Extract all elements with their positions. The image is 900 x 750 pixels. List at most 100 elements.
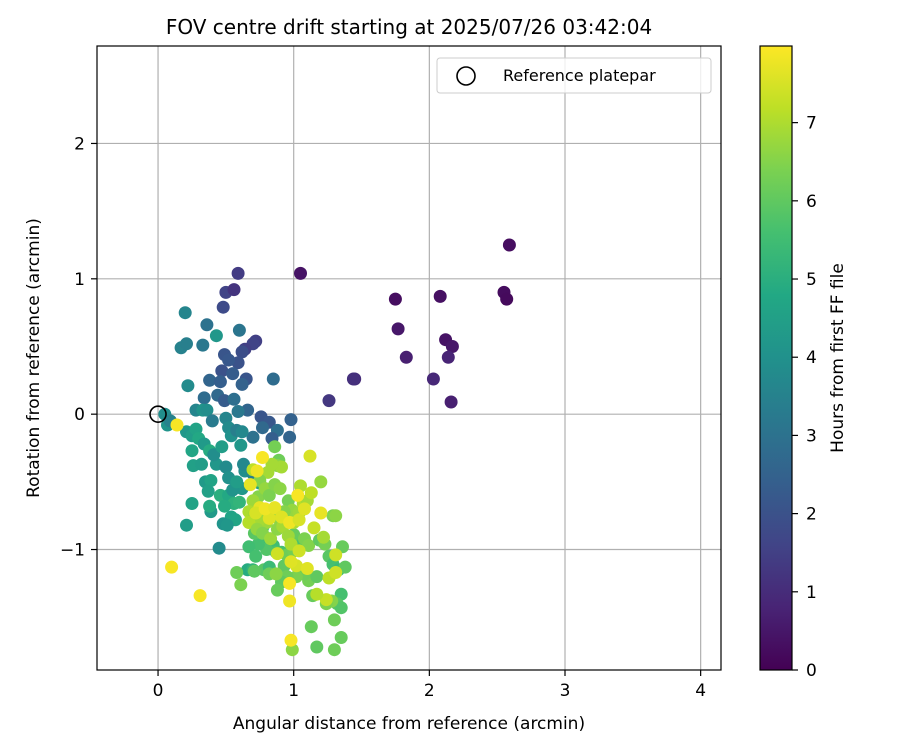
data-point [329,548,343,562]
data-point [212,541,226,555]
data-point [269,567,283,581]
plot-area: 0 1 2 3 4 −1 0 1 2 [60,45,722,701]
data-point [441,350,455,364]
legend-label-reference-platepar: Reference platepar [503,66,656,85]
data-point [319,593,333,607]
colorbar-label: Hours from first FF file [828,263,848,453]
data-point [304,486,318,500]
x-tick-label: 1 [288,681,299,701]
data-point [334,631,348,644]
data-point [203,499,217,513]
data-point [218,394,231,408]
colorbar-tick-label: 1 [806,583,817,603]
data-point [200,318,214,332]
y-axis-ticks: −1 0 1 2 [60,134,97,561]
data-point [243,478,257,492]
data-point [294,266,307,280]
data-point [329,566,343,579]
colorbar-tick-label: 3 [806,426,817,446]
data-point [327,643,341,657]
data-point [213,375,227,389]
data-point [250,464,264,478]
data-point [222,353,236,367]
data-point [235,345,249,359]
data-point [232,495,246,509]
data-point [433,289,447,303]
colorbar-tick-label: 2 [806,505,817,525]
legend-marker-reference-platepar [456,66,476,86]
data-point [292,544,306,558]
data-point [266,372,280,386]
legend-box [436,57,712,94]
colorbar-tick-label: 4 [806,348,817,368]
x-axis-ticks: 0 1 2 3 4 [153,670,706,701]
data-point [270,547,284,561]
data-point [258,502,272,516]
data-point [310,570,324,584]
data-point [232,323,246,337]
data-point [284,633,298,647]
data-point [314,475,328,489]
colorbar-gradient [760,46,792,670]
data-point [334,601,348,615]
data-point [264,532,278,546]
data-point [284,413,298,427]
data-point [178,306,192,320]
data-point [327,613,341,627]
data-point [298,502,311,516]
data-point [500,292,514,306]
data-point [265,457,279,471]
data-point [180,518,193,532]
data-point [220,518,234,532]
y-axis-label: Rotation from reference (arcmin) [24,218,44,498]
data-point [283,430,297,444]
data-point [256,451,269,464]
data-point [204,474,218,487]
data-point [181,379,195,393]
x-tick-label: 4 [695,681,706,701]
data-point [300,562,314,575]
data-point [234,438,248,452]
data-point [185,497,199,510]
data-point [165,560,179,574]
data-point [338,560,352,574]
data-point [322,394,336,408]
data-point [307,521,321,535]
data-point [216,300,230,314]
data-point [195,457,208,471]
colorbar-frame [759,45,793,671]
data-point [231,405,245,418]
data-point [196,338,210,352]
data-point [230,566,244,579]
data-point [203,373,217,387]
data-points [158,238,516,657]
y-tick-label: 1 [74,270,85,290]
data-point [262,488,276,502]
data-point [237,457,250,471]
data-point [234,578,248,592]
colorbar-tick-label: 5 [806,270,817,290]
x-tick-label: 0 [153,681,164,701]
colorbar-ticks: 0 1 2 3 4 5 6 7 [792,114,817,681]
data-point [399,350,413,364]
data-point [180,337,193,351]
data-point [329,509,343,523]
data-point [207,448,221,462]
data-point [270,583,284,597]
data-point [445,340,459,353]
gridlines [97,46,721,670]
data-point [302,539,316,552]
data-point [219,460,233,474]
data-point [391,322,405,336]
colorbar-tick-label: 7 [806,114,817,134]
data-point [185,444,199,458]
plot-frame [96,45,722,671]
data-point [235,377,249,391]
data-point [193,589,207,603]
data-point [205,414,219,428]
data-point [291,488,305,502]
data-point [227,283,241,297]
data-point [292,513,306,527]
data-point [226,367,240,381]
data-point [235,425,249,439]
